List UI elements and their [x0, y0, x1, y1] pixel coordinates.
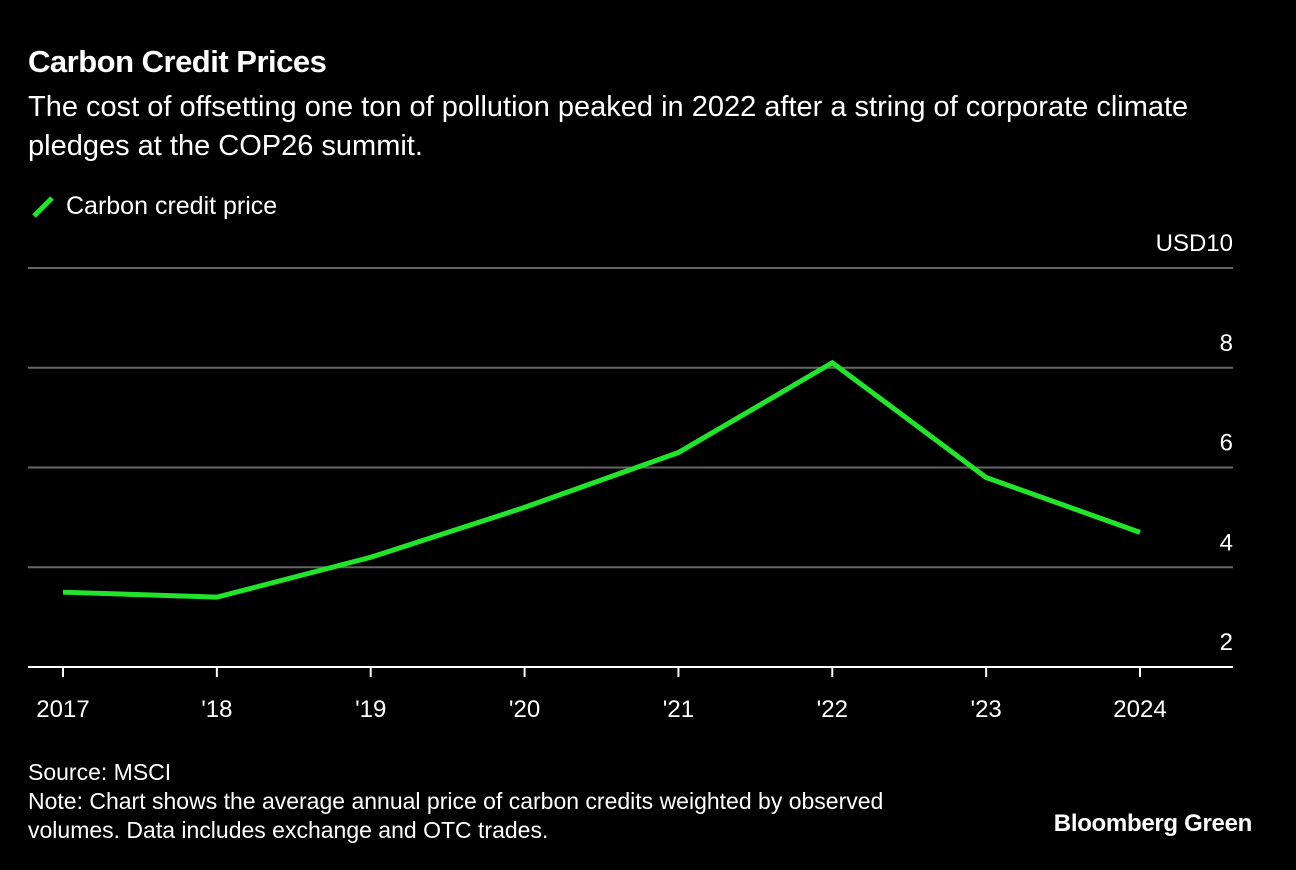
chart-subtitle: The cost of offsetting one ton of pollut…	[28, 91, 1189, 162]
legend: Carbon credit price	[30, 192, 277, 221]
chart-title: Carbon Credit Prices	[28, 44, 327, 79]
footer: Source: MSCI Note: Chart shows the avera…	[28, 758, 948, 845]
y-tick-label: 6	[1220, 430, 1233, 457]
x-tick-label: '18	[201, 696, 232, 723]
x-tick-label: '19	[355, 696, 386, 723]
brand-logo: Bloomberg Green	[1053, 810, 1253, 837]
x-tick-label: '21	[663, 696, 694, 723]
x-tick-label: 2017	[36, 696, 89, 723]
note-text: Note: Chart shows the average annual pri…	[28, 788, 884, 843]
x-tick-label: 2024	[1113, 696, 1166, 723]
source-text: Source: MSCI	[28, 759, 172, 785]
x-tick-label: '22	[817, 696, 848, 723]
legend-swatch-icon	[32, 195, 54, 218]
legend-label: Carbon credit price	[66, 192, 278, 220]
x-tick-label: '23	[971, 696, 1002, 723]
x-tick-label: '20	[509, 696, 540, 723]
y-tick-label: 8	[1220, 330, 1233, 357]
series-line-carbon-credit-price	[62, 359, 1141, 600]
y-tick-label: USD10	[1156, 230, 1233, 257]
y-tick-label: 4	[1220, 529, 1233, 556]
y-tick-label: 2	[1220, 629, 1233, 656]
